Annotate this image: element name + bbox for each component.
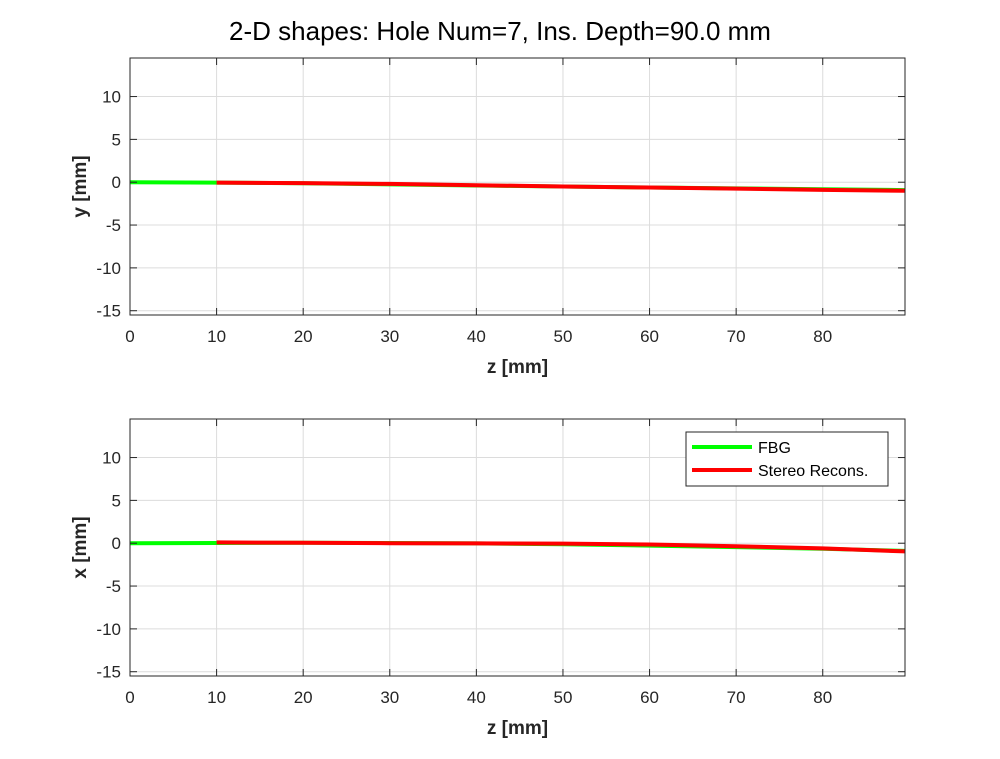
x-tick-label: 30 xyxy=(380,688,399,707)
y-tick-label: 5 xyxy=(112,491,121,510)
x-tick-label: 40 xyxy=(467,688,486,707)
x-tick-label: 0 xyxy=(125,688,134,707)
x-axis-label: z [mm] xyxy=(487,357,548,378)
x-tick-label: 60 xyxy=(640,327,659,346)
x-tick-label: 60 xyxy=(640,688,659,707)
x-tick-label: 70 xyxy=(727,327,746,346)
x-axis-label: z [mm] xyxy=(487,718,548,739)
x-tick-label: 0 xyxy=(125,327,134,346)
legend-label: Stereo Recons. xyxy=(758,463,868,480)
legend-label: FBG xyxy=(758,440,791,457)
y-tick-label: 5 xyxy=(112,130,121,149)
y-tick-label: 0 xyxy=(112,173,121,192)
plot-xz: 0 10 20 30 40 50 60 70 80 -15 -10 -5 0 5 10 z [mm] x [mm… xyxy=(70,418,906,739)
x-tick-label: 80 xyxy=(813,688,832,707)
series-line-stereo-recons xyxy=(216,540,906,554)
figure-title: 2-D shapes: Hole Num=7, Ins. Depth=90.0 … xyxy=(229,16,771,46)
x-tick-label: 50 xyxy=(553,327,572,346)
plot-yz: 0 10 20 30 40 50 60 70 80 -15 -10 -5 0 5 10 z [mm] y [mm… xyxy=(70,57,906,378)
x-tick-label: 40 xyxy=(467,327,486,346)
y-tick-label: -5 xyxy=(106,216,121,235)
y-tick-label: 10 xyxy=(102,88,121,107)
y-tick-label: -15 xyxy=(96,663,121,682)
x-tick-label: 10 xyxy=(207,327,226,346)
y-tick-label: -5 xyxy=(106,577,121,596)
x-tick-label: 20 xyxy=(294,688,313,707)
series-line-stereo-recons xyxy=(216,180,906,193)
y-tick-label: -15 xyxy=(96,302,121,321)
y-tick-label: 10 xyxy=(102,449,121,468)
x-tick-label: 10 xyxy=(207,688,226,707)
y-axis-label: x [mm] xyxy=(70,516,91,578)
y-tick-label: -10 xyxy=(96,259,121,278)
legend-box xyxy=(685,431,889,487)
x-tick-label: 30 xyxy=(380,327,399,346)
axes-box xyxy=(129,57,906,316)
y-tick-label: -10 xyxy=(96,620,121,639)
x-tick-label: 80 xyxy=(813,327,832,346)
x-tick-label: 50 xyxy=(553,688,572,707)
x-tick-label: 20 xyxy=(294,327,313,346)
y-tick-label: 0 xyxy=(112,534,121,553)
x-tick-label: 70 xyxy=(727,688,746,707)
y-axis-label: y [mm] xyxy=(70,155,91,217)
axes-box xyxy=(129,418,906,677)
